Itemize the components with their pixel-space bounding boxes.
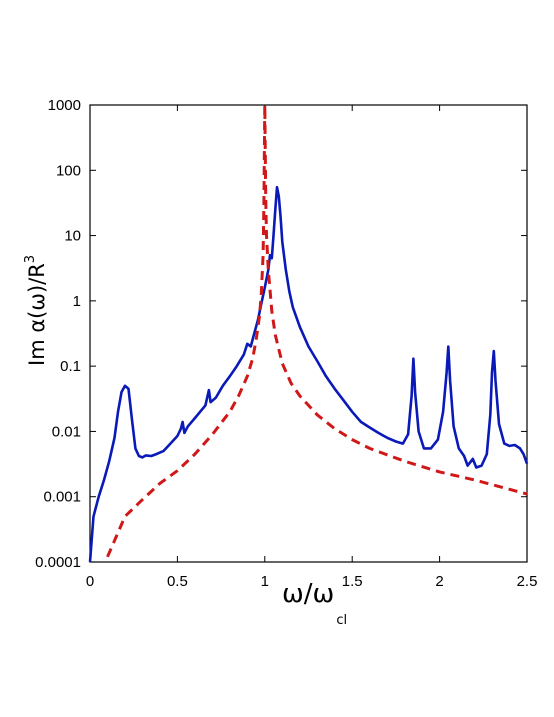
y-axis-label-main: Im α(ω)/R: [25, 263, 49, 366]
y-tick-label: 10: [64, 228, 81, 245]
x-axis-label: ω/ωcl: [282, 579, 347, 628]
x-tick-label: 1: [261, 573, 269, 590]
x-tick-label: 0: [86, 573, 94, 590]
y-axis-label-superscript: 3: [23, 255, 38, 263]
series-line-1: [88, 185, 529, 563]
ticks: [89, 104, 528, 563]
plot-frame: [89, 104, 528, 563]
y-tick-label: 1: [73, 293, 81, 310]
y-tick-label: 0.001: [43, 489, 81, 506]
tick-labels: 0 0.5 1 1.5 2 2.5 0.0001 0.001 0.01 0.1 1 10 100 1000: [35, 97, 537, 590]
x-tick-label: 0.5: [167, 573, 188, 590]
x-axis-label-subscript: cl: [336, 613, 347, 628]
y-tick-label: 1000: [48, 97, 81, 114]
x-tick-label: 2: [435, 573, 443, 590]
x-tick-label: 2.5: [517, 573, 538, 590]
x-axis-label-main: ω/ω: [282, 579, 334, 609]
y-tick-label: 100: [56, 162, 81, 179]
y-tick-label: 0.1: [60, 358, 81, 375]
series-line-2: [106, 103, 528, 558]
y-tick-label: 0.0001: [35, 554, 81, 571]
y-axis-label: Im α(ω)/R3: [23, 255, 49, 366]
x-tick-label: 1.5: [342, 573, 363, 590]
y-tick-label: 0.01: [52, 423, 81, 440]
series-lines: [88, 103, 529, 563]
